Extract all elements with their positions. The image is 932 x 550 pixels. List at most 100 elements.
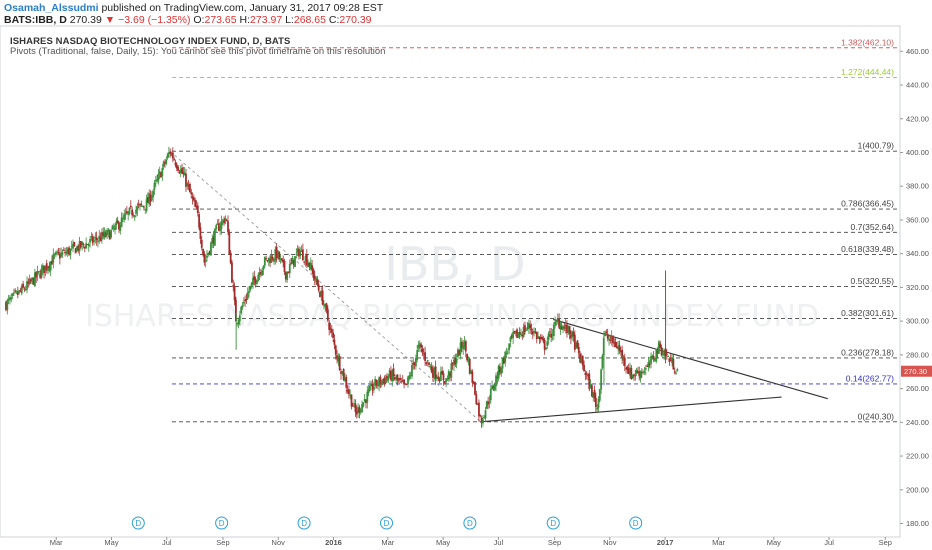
candle-body[interactable] — [18, 290, 21, 294]
candle-body[interactable] — [23, 288, 26, 290]
candle-body[interactable] — [187, 184, 190, 187]
candle-body[interactable] — [253, 276, 256, 281]
candle-body[interactable] — [252, 277, 254, 285]
candle-body[interactable] — [526, 327, 529, 329]
candle-body[interactable] — [617, 346, 620, 350]
candle-body[interactable] — [16, 292, 19, 295]
candle-body[interactable] — [468, 358, 471, 374]
candle-body[interactable] — [483, 416, 486, 418]
candle-body[interactable] — [277, 250, 279, 258]
candle-body[interactable] — [562, 325, 564, 330]
candle-body[interactable] — [671, 358, 673, 363]
candle-body[interactable] — [43, 265, 45, 274]
candle-body[interactable] — [369, 385, 371, 391]
candle-body[interactable] — [169, 151, 172, 154]
candle-body[interactable] — [597, 398, 600, 408]
candle-body[interactable] — [53, 254, 56, 256]
candle-body[interactable] — [614, 341, 617, 348]
candle-body[interactable] — [298, 249, 300, 257]
candle-body[interactable] — [370, 383, 373, 387]
candle-body[interactable] — [175, 164, 178, 169]
candle-body[interactable] — [450, 363, 453, 378]
candle-body[interactable] — [165, 159, 168, 164]
candle-body[interactable] — [265, 258, 268, 260]
candle-body[interactable] — [20, 285, 23, 294]
candle-body[interactable] — [198, 214, 201, 228]
candle-body[interactable] — [82, 243, 85, 245]
candle-body[interactable] — [62, 249, 65, 251]
candle-body[interactable] — [186, 183, 189, 187]
dividend-circle[interactable] — [297, 516, 311, 530]
candle-body[interactable] — [390, 370, 392, 380]
candle-body[interactable] — [601, 355, 604, 369]
candle-body[interactable] — [287, 271, 290, 274]
candle-body[interactable] — [665, 353, 668, 355]
candle-body[interactable] — [359, 410, 362, 412]
candle-body[interactable] — [257, 274, 260, 282]
candle-body[interactable] — [650, 355, 652, 364]
candle-body[interactable] — [499, 366, 501, 373]
candle-body[interactable] — [399, 377, 402, 380]
candle-body[interactable] — [487, 402, 490, 405]
candle-body[interactable] — [589, 384, 592, 389]
candle-body[interactable] — [65, 251, 68, 254]
candle-body[interactable] — [467, 360, 470, 362]
candle-body[interactable] — [362, 402, 365, 407]
candle-body[interactable] — [338, 356, 341, 371]
candle-body[interactable] — [651, 355, 654, 359]
candle-body[interactable] — [639, 371, 642, 379]
candle-body[interactable] — [330, 329, 333, 333]
candle-body[interactable] — [171, 152, 174, 159]
candle-body[interactable] — [143, 206, 145, 208]
candle-body[interactable] — [225, 220, 228, 222]
candle-body[interactable] — [66, 248, 69, 254]
candle-body[interactable] — [463, 341, 466, 348]
candle-body[interactable] — [15, 291, 18, 293]
candle-body[interactable] — [216, 223, 219, 225]
candle-body[interactable] — [312, 269, 315, 278]
trendline[interactable] — [480, 396, 782, 423]
candle-body[interactable] — [675, 372, 677, 374]
candle-body[interactable] — [333, 339, 336, 345]
candle-body[interactable] — [329, 328, 332, 330]
candle-body[interactable] — [580, 356, 583, 364]
candle-body[interactable] — [190, 192, 193, 195]
price-axis-bg[interactable] — [900, 26, 932, 537]
candle-body[interactable] — [550, 333, 553, 338]
candle-body[interactable] — [290, 262, 292, 264]
candle-body[interactable] — [474, 382, 476, 395]
candle-body[interactable] — [454, 358, 457, 365]
candle-body[interactable] — [282, 259, 285, 263]
candle-body[interactable] — [294, 256, 296, 267]
candle-body[interactable] — [9, 297, 11, 301]
candle-body[interactable] — [506, 351, 509, 353]
candle-body[interactable] — [380, 380, 383, 386]
candle-body[interactable] — [236, 322, 239, 324]
candle-body[interactable] — [535, 332, 538, 340]
candle-body[interactable] — [275, 247, 278, 259]
candle-body[interactable] — [347, 389, 350, 395]
candle-body[interactable] — [202, 248, 204, 255]
candle-body[interactable] — [460, 341, 463, 348]
candle-body[interactable] — [579, 353, 582, 363]
candle-body[interactable] — [412, 362, 415, 365]
candle-body[interactable] — [302, 249, 304, 261]
candle-body[interactable] — [111, 225, 114, 230]
candle-body[interactable] — [61, 252, 64, 255]
candle-body[interactable] — [432, 369, 434, 378]
candle-body[interactable] — [273, 259, 275, 262]
candle-body[interactable] — [31, 277, 34, 280]
candle-body[interactable] — [500, 368, 503, 374]
candle-body[interactable] — [667, 356, 670, 358]
candle-body[interactable] — [546, 341, 549, 346]
candle-body[interactable] — [531, 331, 534, 335]
candle-body[interactable] — [533, 331, 536, 333]
candle-body[interactable] — [559, 324, 562, 330]
candle-body[interactable] — [309, 262, 312, 270]
candle-body[interactable] — [459, 342, 462, 354]
candle-body[interactable] — [207, 252, 210, 256]
candle-body[interactable] — [182, 172, 185, 175]
candle-body[interactable] — [266, 260, 269, 262]
candle-body[interactable] — [305, 254, 308, 266]
